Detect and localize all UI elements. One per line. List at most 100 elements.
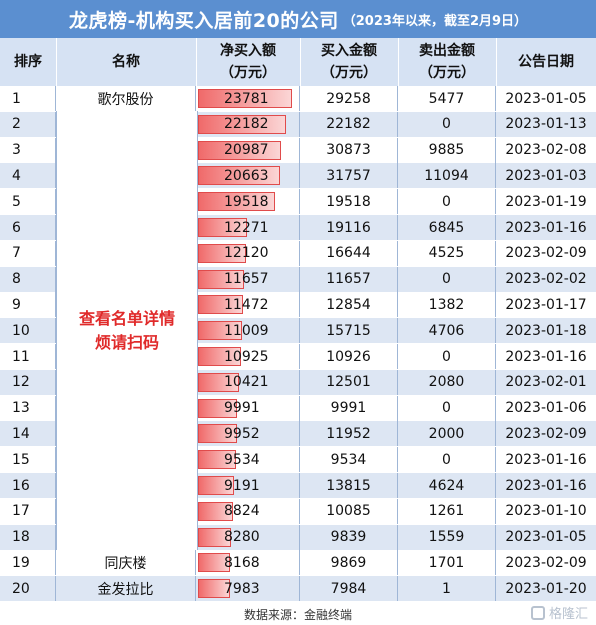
cell-date: 2023-01-19: [505, 193, 587, 210]
cell-rank: 11: [0, 344, 56, 369]
cell-rank: 12: [0, 369, 56, 395]
cell-sell: 1701: [398, 550, 496, 576]
cell-net-buy: 11657: [196, 266, 300, 292]
net-buy-bar: [198, 140, 281, 160]
cell-date: 2023-01-16: [505, 451, 587, 468]
cell-sell: 6845: [398, 215, 496, 240]
cell-net-buy: 22182: [196, 111, 300, 137]
cell-buy: 9991: [300, 395, 398, 421]
cell-date: 2023-01-16: [505, 219, 587, 236]
cell-rank: 6: [0, 215, 56, 240]
net-buy-value: 8824: [224, 503, 260, 520]
net-buy-value: 9191: [224, 477, 260, 494]
cell-date: 2023-01-10: [505, 503, 587, 520]
cell-date: 2023-01-03: [505, 167, 587, 184]
cell-buy: 19116: [300, 215, 398, 240]
note-line-1: 查看名单详情: [78, 308, 175, 328]
net-buy-bar: [198, 476, 235, 495]
cell-rank: 9: [0, 292, 56, 318]
cell-buy: 10085: [300, 498, 398, 524]
net-buy-bar: [198, 347, 242, 366]
cell-date: 2023-01-18: [505, 322, 587, 339]
net-buy-bar: [198, 295, 244, 315]
header-buy: 买入金额 （万元）: [300, 38, 399, 86]
header-rank: 排序: [0, 38, 57, 86]
cell-net-buy: 8824: [196, 498, 300, 524]
cell-buy: 13815: [300, 473, 398, 498]
cell-net-buy: 11009: [196, 318, 300, 344]
cell-rank: 16: [0, 473, 56, 498]
cell-rank: 19: [0, 550, 56, 576]
cell-sell: 1: [398, 576, 496, 602]
net-buy-value: 19518: [224, 193, 269, 210]
cell-date: 2023-01-17: [505, 296, 587, 313]
cell-date: 2023-02-08: [505, 142, 587, 159]
net-buy-bar: [198, 89, 292, 108]
cell-buy: 9534: [300, 447, 398, 473]
cell-net-buy: 8168: [196, 550, 300, 576]
note-line-2: 烦请扫码: [94, 332, 159, 352]
cell-net-buy: 9952: [196, 421, 300, 447]
table-row: 19 同庆楼 8168 9869 1701 2023-02-09: [0, 550, 596, 576]
merged-name-note: 查看名单详情 烦请扫码: [56, 111, 198, 550]
net-buy-value: 10925: [224, 348, 269, 365]
cell-sell: 9885: [398, 137, 496, 163]
table-subtitle: （2023年以来，截至2月9日）: [342, 13, 528, 29]
cell-buy: 15715: [300, 318, 398, 344]
net-buy-value: 20663: [224, 167, 269, 184]
cell-buy: 11952: [300, 421, 398, 447]
cell-sell: 0: [398, 447, 496, 473]
cell-sell: 11094: [398, 163, 496, 189]
cell-sell: 0: [398, 344, 496, 369]
cell-rank: 2: [0, 111, 56, 137]
header-sell: 卖出金额 （万元）: [398, 38, 497, 86]
net-buy-value: 8168: [224, 554, 260, 571]
cell-buy: 9869: [300, 550, 398, 576]
net-buy-value: 11657: [224, 271, 269, 288]
cell-sell: 4525: [398, 240, 496, 266]
header-date: 公告日期: [518, 54, 574, 70]
net-buy-value: 8280: [224, 529, 260, 546]
cell-rank: 18: [0, 524, 56, 550]
cell-date: 2023-01-16: [505, 348, 587, 365]
net-buy-bar: [198, 450, 236, 470]
cell-net-buy: 20987: [196, 137, 300, 163]
net-buy-value: 23781: [224, 90, 269, 107]
cell-date: 2023-02-01: [505, 374, 587, 391]
net-buy-value: 12271: [224, 219, 269, 236]
cell-net-buy: 10925: [196, 344, 300, 369]
cell-sell: 1382: [398, 292, 496, 318]
cell-net-buy: 7983: [196, 576, 300, 602]
net-buy-bar: [198, 218, 247, 237]
cell-buy: 9839: [300, 524, 398, 550]
header-name: 名称: [56, 38, 197, 86]
net-buy-value: 22182: [224, 116, 269, 133]
net-buy-bar: [198, 579, 230, 599]
net-buy-value: 7983: [224, 580, 260, 597]
watermark-text: 格隆汇: [548, 607, 588, 622]
table-row: 20 金发拉比 7983 7984 1 2023-01-20: [0, 576, 596, 602]
cell-buy: 29258: [300, 86, 398, 111]
cell-sell: 0: [398, 266, 496, 292]
cell-sell: 4706: [398, 318, 496, 344]
cell-rank: 15: [0, 447, 56, 473]
table-title-bar: 龙虎榜-机构买入居前20的公司 （2023年以来，截至2月9日）: [0, 0, 596, 38]
cell-rank: 5: [0, 189, 56, 215]
cell-sell: 0: [398, 111, 496, 137]
cell-sell: 2000: [398, 421, 496, 447]
cell-date: 2023-02-09: [505, 554, 587, 571]
cell-rank: 3: [0, 137, 56, 163]
watermark-logo-icon: [530, 605, 545, 620]
cell-buy: 12501: [300, 369, 398, 395]
cell-buy: 30873: [300, 137, 398, 163]
cell-name: 歌尔股份: [56, 86, 196, 111]
cell-name: 同庆楼: [56, 550, 196, 576]
net-buy-bar: [198, 243, 246, 263]
net-buy-bar: [198, 553, 231, 573]
cell-net-buy: 9191: [196, 473, 300, 498]
net-buy-value: 11472: [224, 296, 269, 313]
cell-rank: 17: [0, 498, 56, 524]
cell-sell: 2080: [398, 369, 496, 395]
cell-buy: 10926: [300, 344, 398, 369]
cell-buy: 12854: [300, 292, 398, 318]
